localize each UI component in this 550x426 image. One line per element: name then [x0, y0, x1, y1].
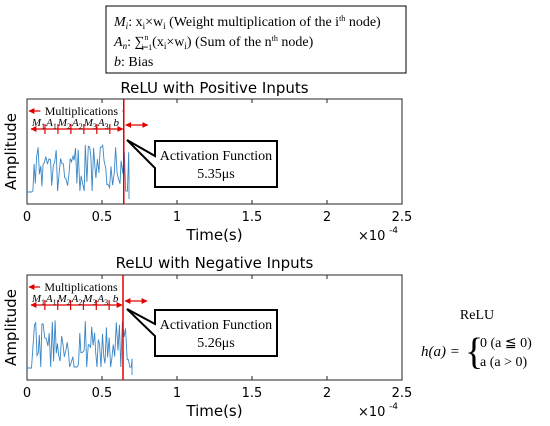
legend-box: Mi: xi×wi (Weight multiplication of the …: [105, 5, 407, 74]
x-axis-label: Time(s): [185, 402, 242, 420]
x-tick-label: 2: [323, 386, 331, 401]
x-tick-label: 0: [23, 210, 31, 225]
activation-callout: [126, 139, 278, 188]
x-tick-label: 1.5: [242, 210, 263, 225]
formula-case-1: 0 (a ≦ 0): [480, 336, 532, 351]
legend-line-2: An: ∑n i=1(xi×wi) (Sum of the nth node): [113, 33, 314, 52]
callout-title: Activation Function: [160, 149, 272, 164]
x-tick-label: 1: [173, 386, 181, 401]
plot-area: [26, 274, 403, 381]
legend-line-1: Mi: xi×wi (Weight multiplication of the …: [113, 14, 381, 31]
segment-label: M1: [31, 293, 45, 307]
formula-case-2: a (a > 0): [480, 355, 527, 370]
signal-trace: [27, 320, 133, 375]
y-axis-label: Amplitude: [2, 289, 20, 366]
x-tick-label: 0: [23, 386, 31, 401]
callout-title: Activation Function: [160, 318, 272, 333]
y-axis-label: Amplitude: [2, 113, 20, 190]
callout-value: 5.35μs: [197, 167, 234, 182]
activation-callout: [126, 308, 278, 357]
multiplications-label: Multiplications: [45, 104, 119, 118]
x-exponent-label: ×10: [358, 405, 385, 420]
legend-line-3: b: Bias: [114, 55, 153, 70]
chart-negative-inputs: ReLU with Negative Inputs 0 0.5 1 1.5 2 2.5 Tim…: [2, 254, 412, 420]
x-exponent-label: ×10: [358, 229, 385, 244]
x-exponent: -4: [389, 226, 398, 236]
x-axis-label: Time(s): [185, 226, 242, 244]
segment-label: A2: [71, 293, 83, 307]
x-exponent: -4: [389, 402, 398, 412]
x-tick-label: 2.5: [392, 386, 413, 401]
plot-area: [26, 98, 403, 205]
x-tick-label: 0.5: [92, 210, 113, 225]
formula-lhs: h(a) =: [421, 344, 460, 360]
segment-label: A1: [45, 293, 57, 307]
chart-positive-inputs: ReLU with Positive Inputs 0 0.5 1 1.5 2 2.5 Tim…: [2, 79, 412, 244]
relu-formula: ReLU h(a) = { 0 (a ≦ 0) a (a > 0): [421, 308, 532, 373]
x-tick-label: 0.5: [92, 386, 113, 401]
segment-label: M2: [57, 117, 71, 131]
segment-label: M3: [82, 293, 96, 307]
x-tick-label: 2.5: [392, 210, 413, 225]
multiplications-label-bg: [40, 103, 123, 117]
segment-label: b: [113, 293, 119, 305]
segment-label: M3: [83, 117, 97, 131]
x-tick-label: 1: [173, 210, 181, 225]
multiplications-label: Multiplications: [44, 280, 118, 294]
segment-label: M1: [31, 117, 45, 131]
chart-title: ReLU with Negative Inputs: [116, 254, 314, 272]
segment-label: A3: [96, 293, 108, 307]
x-tick-label: 2: [323, 210, 331, 225]
segment-label: A1: [45, 117, 57, 131]
formula-brace: {: [465, 331, 483, 373]
x-tick-label: 1.5: [242, 386, 263, 401]
segment-label: A2: [71, 117, 83, 131]
multiplications-label-bg: [40, 279, 122, 293]
callout-value: 5.26μs: [197, 336, 234, 351]
segment-label: b: [114, 117, 120, 129]
signal-trace: [27, 144, 130, 199]
formula-title: ReLU: [460, 308, 494, 323]
segment-label: M2: [57, 293, 71, 307]
chart-title: ReLU with Positive Inputs: [120, 79, 308, 97]
segment-label: A3: [97, 117, 109, 131]
